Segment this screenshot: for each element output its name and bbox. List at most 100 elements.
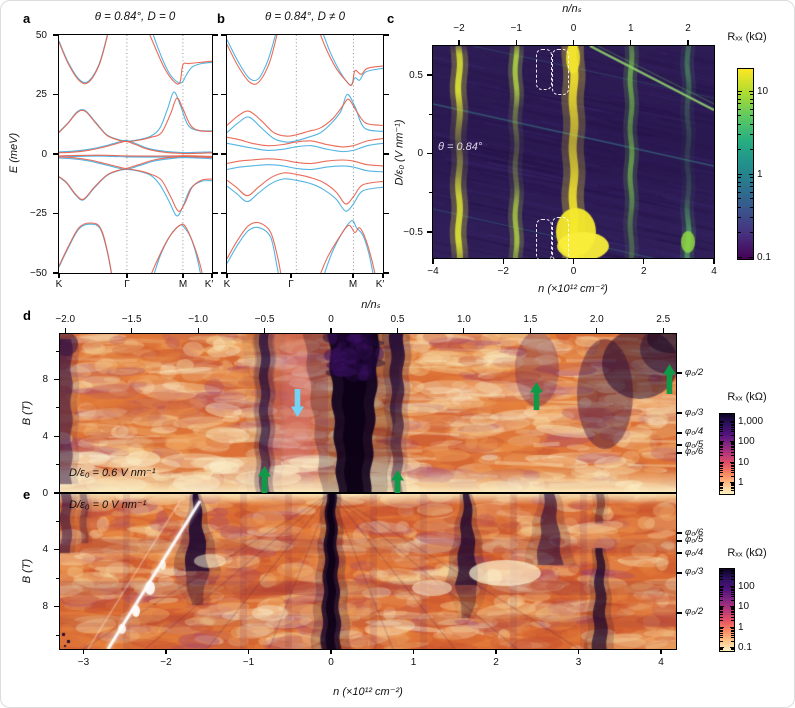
axis-tick	[720, 607, 723, 609]
axis-tick	[720, 449, 723, 451]
tick-label: 100	[738, 580, 755, 592]
axis-tick	[731, 606, 734, 608]
axis-tick	[720, 490, 723, 492]
axis-tick	[720, 482, 723, 484]
axis-tick	[720, 462, 723, 464]
panel-d-plot	[60, 334, 676, 493]
band-curve-blue	[227, 93, 383, 143]
axis-tick	[750, 216, 753, 218]
axis-tick	[730, 647, 734, 648]
axis-tick	[427, 152, 433, 155]
axis-tick	[427, 74, 433, 76]
band-curve-red	[227, 221, 282, 273]
tick-label: −1.0	[188, 313, 208, 325]
arrow-shape	[258, 466, 272, 493]
axis-tick	[738, 216, 741, 218]
axis-tick	[731, 472, 734, 474]
band-curve-red	[59, 35, 109, 85]
panel-c-heatmap	[433, 46, 714, 258]
axis-tick	[720, 609, 723, 611]
axis-tick	[731, 444, 734, 446]
axis-tick	[676, 552, 682, 554]
band-curve-blue	[59, 157, 212, 171]
panel-b-title: θ = 0.84°, D ≠ 0	[264, 11, 346, 23]
axis-tick	[720, 486, 723, 488]
axis-tick	[53, 272, 59, 274]
axis-tick	[720, 612, 723, 614]
axis-tick	[750, 181, 753, 183]
axis-tick	[731, 449, 734, 451]
axis-tick	[720, 467, 723, 469]
axis-tick	[731, 647, 734, 649]
tick-label: 10	[738, 456, 750, 468]
axis-tick	[221, 93, 227, 96]
axis-tick	[720, 610, 723, 612]
axis-tick	[429, 113, 433, 115]
panel-e-colorbar-title: Rₓₓ (kΩ)	[727, 547, 767, 559]
axis-tick	[221, 272, 227, 274]
green-arrow-up-icon	[663, 364, 677, 394]
axis-tick	[720, 586, 723, 588]
tick-label: 8	[42, 373, 48, 385]
tick-label: 2.5	[656, 313, 671, 325]
axis-tick	[731, 441, 734, 443]
axis-tick	[662, 328, 664, 334]
axis-tick	[731, 616, 734, 618]
green-arrow-up-icon	[390, 470, 404, 493]
axis-tick	[247, 649, 250, 654]
tick-label: −0.5	[254, 313, 275, 325]
tick-label: 2.0	[589, 313, 604, 325]
axis-tick	[730, 626, 734, 628]
axis-tick	[738, 148, 741, 150]
axis-tick	[383, 153, 389, 155]
axis-tick	[687, 40, 689, 46]
axis-tick	[720, 575, 723, 577]
axis-tick	[731, 485, 734, 487]
panel-d-colorbar-title: Rₓₓ (kΩ)	[727, 391, 767, 403]
tick-label: 1	[627, 22, 634, 34]
axis-tick	[495, 649, 497, 654]
tick-label: φ₀/2	[685, 366, 704, 378]
tick-label: φ₀/6	[685, 526, 704, 538]
axis-tick	[720, 627, 723, 629]
arrow-shape	[530, 382, 544, 410]
axis-tick	[720, 632, 723, 634]
axis-tick	[53, 153, 59, 155]
axis-tick	[212, 212, 218, 215]
axis-tick	[730, 441, 734, 442]
axis-tick	[750, 133, 753, 135]
tick-label: 10	[738, 601, 750, 612]
axis-tick	[720, 488, 723, 490]
axis-tick	[749, 256, 753, 258]
axis-tick	[731, 455, 734, 457]
axis-tick	[676, 444, 682, 446]
axis-tick	[572, 40, 575, 46]
axis-tick	[720, 422, 723, 424]
axis-tick	[330, 649, 332, 654]
axis-tick	[720, 637, 723, 639]
axis-tick	[53, 34, 59, 36]
axis-tick	[382, 273, 384, 278]
axis-tick	[660, 649, 662, 654]
panel-c-colorbar-title: Rₓₓ (kΩ)	[727, 31, 767, 43]
axis-tick	[750, 186, 753, 188]
tick-label: 4	[42, 430, 48, 442]
axis-tick	[731, 620, 734, 622]
band-curve-blue	[227, 178, 383, 212]
axis-tick	[738, 173, 742, 175]
axis-tick	[720, 444, 723, 446]
axis-tick	[738, 98, 741, 100]
tick-label: 0	[42, 487, 48, 499]
tick-label: 50	[35, 29, 47, 41]
band-curve-red	[59, 140, 212, 155]
axis-tick	[720, 634, 723, 636]
axis-tick	[720, 587, 723, 589]
axis-tick	[396, 328, 399, 334]
axis-tick	[432, 259, 434, 264]
tick-label: Γ	[124, 278, 130, 290]
tick-label: −2	[160, 656, 172, 668]
axis-tick	[720, 434, 723, 436]
axis-tick	[720, 455, 723, 457]
tick-label: φ₀/5	[685, 534, 704, 546]
